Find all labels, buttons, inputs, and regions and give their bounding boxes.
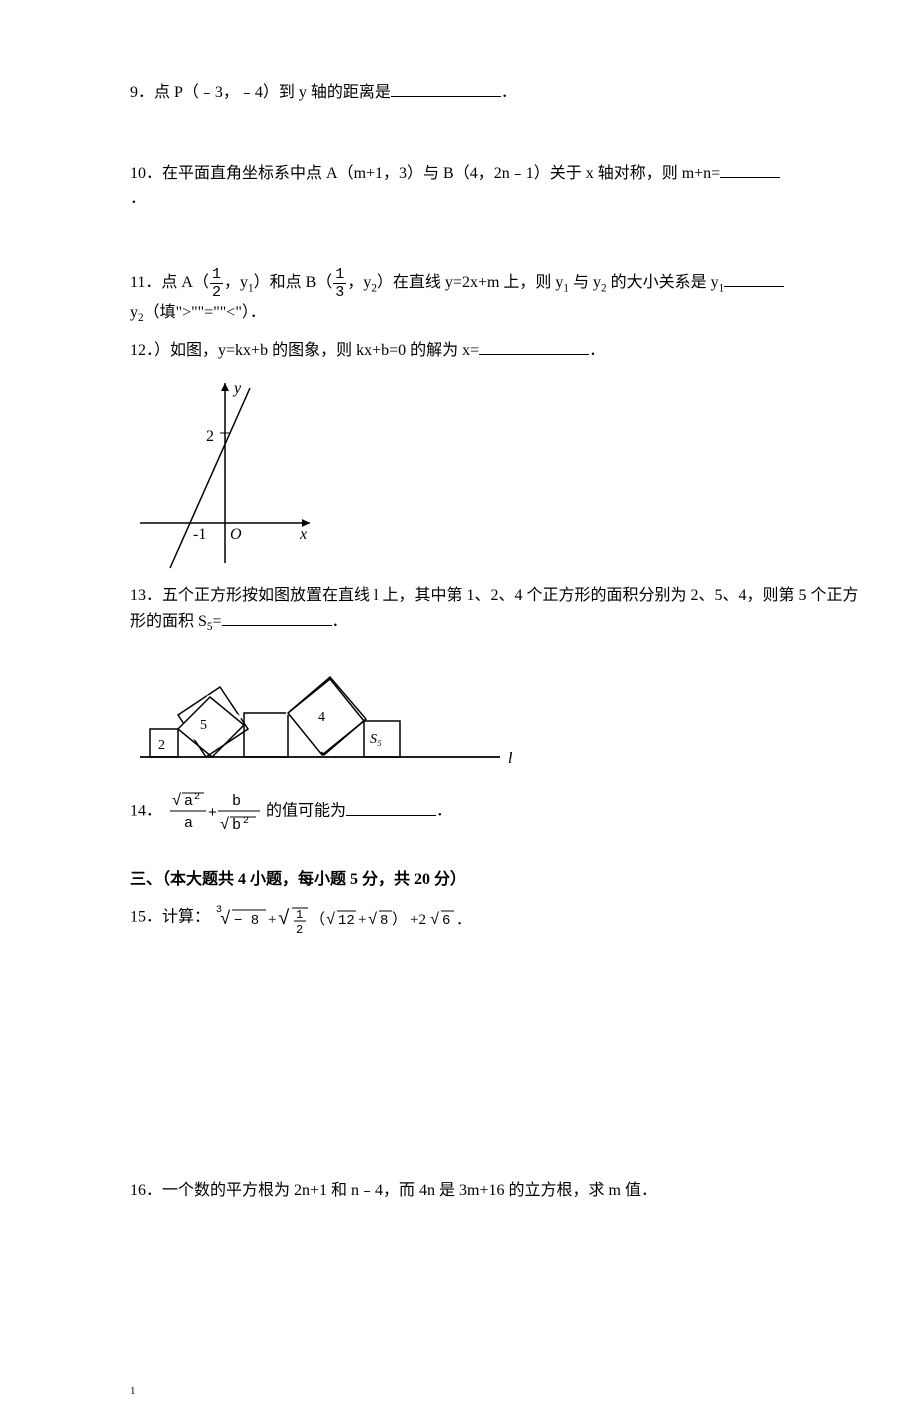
q13-sq4: 4: [318, 710, 325, 725]
q14-expr: √ a 2 a + b √ b 2: [166, 787, 266, 837]
svg-text:√: √: [220, 816, 230, 834]
svg-text:l: l: [508, 750, 513, 767]
q11-l2a: y: [130, 304, 138, 321]
q11-frac1: 12: [210, 267, 223, 300]
q12-xlabel: x: [299, 526, 307, 543]
q9-num: 9．: [130, 84, 154, 101]
q16-num: 16．: [130, 1182, 162, 1199]
q12-b: ．: [589, 342, 605, 359]
q9-text-b: ．: [501, 84, 517, 101]
q15-expr: 3 √ − 8 + √ 1 2 （ √ 12 + √ 8 ） +2 √: [214, 898, 494, 938]
svg-text:a: a: [184, 815, 193, 832]
svg-text:．: ．: [456, 912, 471, 928]
q12-num: 12．: [130, 342, 154, 359]
q13-sq5: S₅: [370, 732, 382, 747]
q13-sq1: 2: [158, 738, 165, 753]
q13-sq2: 5: [200, 718, 207, 733]
q12-ylabel: y: [232, 380, 242, 397]
q13-diagram: l 2 5 4 S₅ l: [130, 647, 860, 777]
q12-tick-x: -1: [193, 526, 206, 543]
svg-text:+: +: [208, 805, 217, 822]
question-14: 14． √ a 2 a + b √ b 2 的值可能为 ．: [130, 787, 860, 837]
q14-blank: [346, 799, 436, 816]
q11-e: ）在直线 y=2x+m 上，则 y: [377, 274, 564, 291]
svg-text:√: √: [326, 911, 336, 929]
question-12: 12．）如图，y=kx+b 的图象，则 kx+b=0 的解为 x= ．: [130, 338, 860, 364]
q12-olabel: O: [230, 526, 242, 543]
q10-num: 10．: [130, 165, 162, 182]
question-10: 10．在平面直角坐标系中点 A（m+1，3）与 B（4，2n﹣1）关于 x 轴对…: [130, 161, 860, 212]
svg-text:√: √: [430, 911, 440, 929]
q14-num: 14．: [130, 803, 162, 820]
q15-a: 计算：: [162, 908, 210, 925]
question-13: 13．五个正方形按如图放置在直线 l 上，其中第 1、2、4 个正方形的面积分别…: [130, 583, 860, 637]
svg-text:6: 6: [442, 913, 450, 929]
q11-l2b: （填">""=""<"）．: [144, 304, 266, 321]
svg-text:2: 2: [194, 792, 200, 803]
q13-b: =: [213, 613, 222, 630]
q16-text: 一个数的平方根为 2n+1 和 n﹣4，而 4n 是 3m+16 的立方根，求 …: [162, 1182, 657, 1199]
q15-num: 15．: [130, 908, 162, 925]
q11-b: ，y: [224, 274, 248, 291]
q13-num: 13．: [130, 587, 162, 604]
q14-a: 的值可能为: [266, 803, 346, 820]
page-number: 1: [130, 1383, 136, 1401]
q13-c: ．: [332, 613, 348, 630]
svg-text:b: b: [232, 793, 241, 810]
svg-text:√: √: [220, 909, 231, 930]
question-15: 15．计算： 3 √ − 8 + √ 1 2 （ √ 12 + √ 8 ）: [130, 898, 860, 938]
q11-f: 与 y: [569, 274, 601, 291]
q11-d: ，y: [347, 274, 371, 291]
q12-blank: [479, 338, 589, 355]
q13-blank: [222, 609, 332, 626]
q10-text-a: 在平面直角坐标系中点 A（m+1，3）与 B（4，2n﹣1）关于 x 轴对称，则…: [162, 165, 720, 182]
q11-c: ）和点 B（: [254, 274, 333, 291]
svg-text:2: 2: [296, 923, 303, 937]
q10-blank: [720, 161, 780, 178]
q11-frac2: 13: [333, 267, 346, 300]
svg-text:8: 8: [380, 913, 388, 929]
q14-b: ．: [436, 803, 452, 820]
svg-text:+2: +2: [410, 912, 426, 928]
svg-text:√: √: [368, 911, 378, 929]
question-11: 11．点 A（12，y1）和点 B（13，y2）在直线 y=2x+m 上，则 y…: [130, 267, 860, 328]
question-9: 9．点 P（﹣3，﹣4）到 y 轴的距离是 ．: [130, 80, 860, 106]
svg-text:− 8: − 8: [234, 913, 259, 929]
svg-text:2: 2: [243, 816, 249, 827]
svg-text:+: +: [268, 912, 276, 928]
svg-text:）: ）: [392, 911, 407, 928]
svg-text:a: a: [184, 793, 193, 810]
section-3-heading: 三、（本大题共 4 小题，每小题 5 分，共 20 分）: [130, 867, 860, 893]
svg-text:√: √: [172, 792, 182, 810]
q9-text-a: 点 P（﹣3，﹣4）到 y 轴的距离是: [154, 84, 391, 101]
svg-text:√: √: [278, 907, 290, 931]
q12-graph: y x O 2 -1: [130, 373, 860, 573]
q11-a: 点 A（: [161, 274, 209, 291]
q10-text-b: ．: [130, 190, 146, 207]
q12-a: ）如图，y=kx+b 的图象，则 kx+b=0 的解为 x=: [154, 342, 479, 359]
svg-text:+: +: [358, 912, 366, 928]
q9-blank: [391, 80, 501, 97]
svg-text:b: b: [232, 817, 241, 834]
q15-workspace: [130, 948, 860, 1178]
q12-tick-y: 2: [206, 428, 214, 445]
svg-text:12: 12: [338, 913, 355, 929]
svg-text:1: 1: [296, 908, 303, 922]
question-16: 16．一个数的平方根为 2n+1 和 n﹣4，而 4n 是 3m+16 的立方根…: [130, 1178, 860, 1204]
svg-text:（: （: [310, 911, 325, 928]
q11-g: 的大小关系是 y: [607, 274, 719, 291]
q11-num: 11．: [130, 274, 161, 291]
q11-blank: [724, 270, 784, 287]
